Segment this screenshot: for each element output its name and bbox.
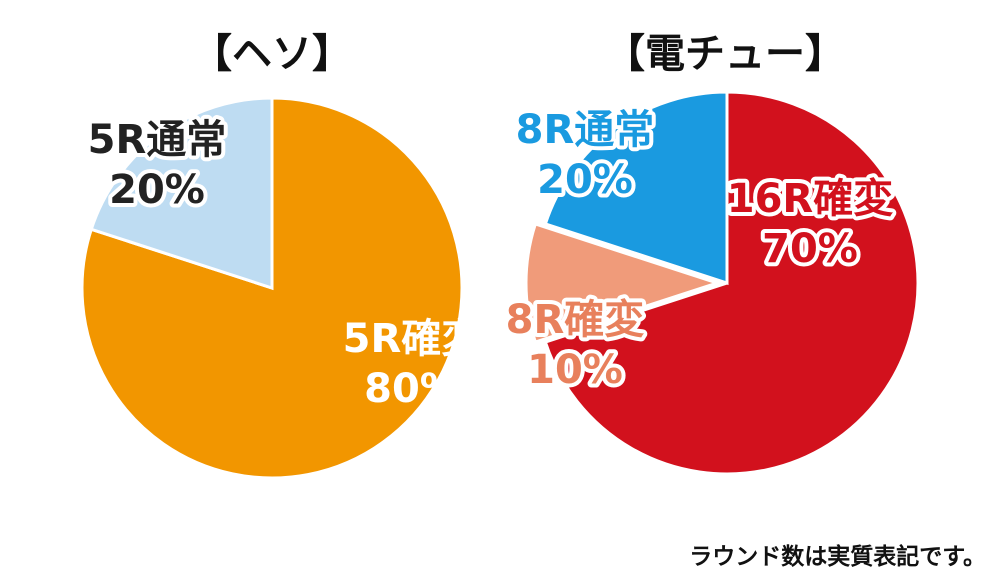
denchu-chart-title: 【電チュー】 bbox=[605, 31, 845, 77]
slice-value-label-1-0: 70% bbox=[762, 226, 858, 272]
heso-pie bbox=[80, 96, 464, 480]
pie-slice-1-2 bbox=[543, 90, 729, 286]
slice-name-label-1-0: 16R確変 bbox=[727, 176, 893, 222]
pie-slice-0-1 bbox=[89, 96, 274, 291]
slice-value-label-0-1: 20% bbox=[109, 167, 205, 213]
round-count-footnote: ラウンド数は実質表記です。 bbox=[689, 544, 986, 570]
slice-value-label-1-1: 10% bbox=[527, 347, 623, 393]
slice-name-label-1-2: 8R通常 bbox=[516, 107, 655, 153]
slice-value-label-1-2: 20% bbox=[537, 157, 633, 203]
slice-name-label-1-1: 8R確変 bbox=[506, 297, 645, 343]
slice-name-label-0-0: 5R確変 bbox=[343, 316, 482, 362]
pie-slice-1-1 bbox=[524, 222, 722, 344]
slice-name-label-0-1: 5R通常 bbox=[88, 117, 227, 163]
denchu-pie bbox=[524, 90, 920, 476]
heso-chart-title: 【ヘソ】 bbox=[192, 31, 352, 77]
pie-slice-1-0 bbox=[543, 90, 920, 476]
slice-value-label-0-0: 80% bbox=[364, 366, 460, 412]
